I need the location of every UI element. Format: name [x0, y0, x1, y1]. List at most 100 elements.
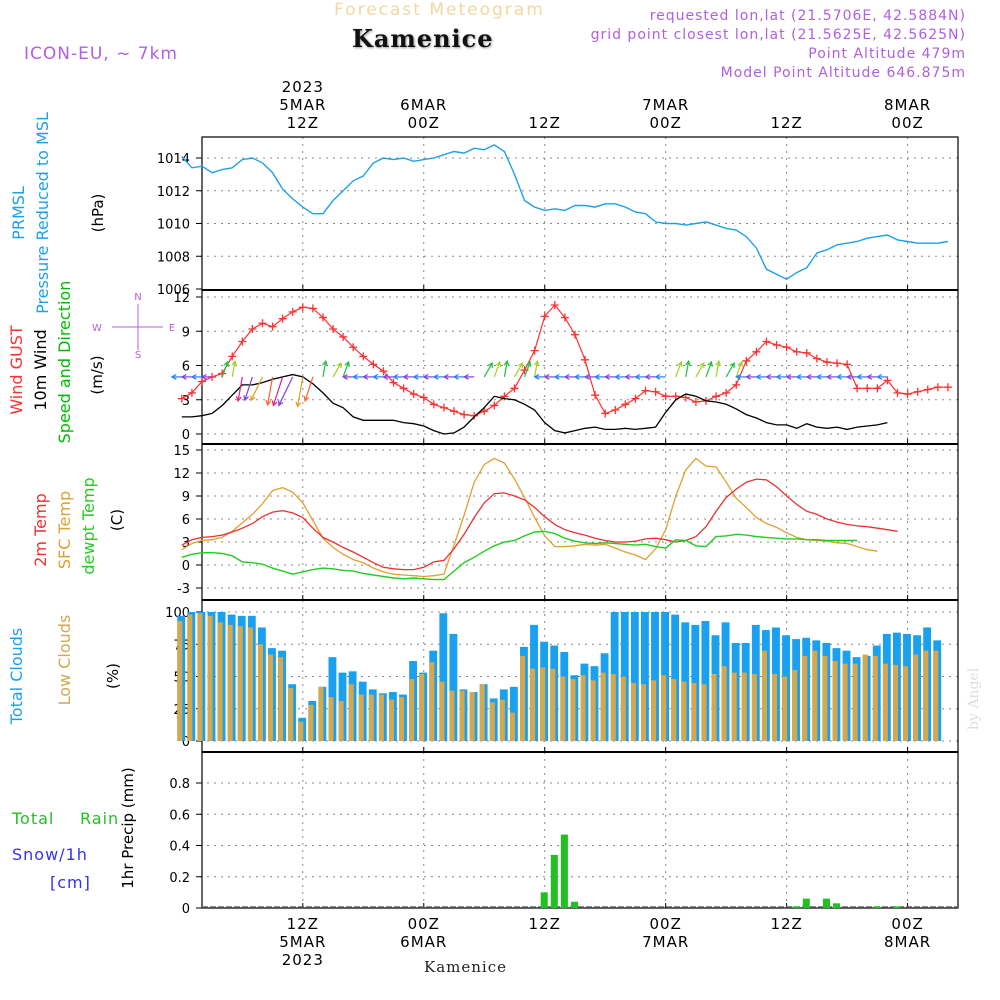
low-cloud-bar	[227, 624, 233, 741]
y-tick-label: 0.2	[169, 871, 190, 886]
gridpoint-lonlat: grid point closest lon,lat (21.5625E, 42…	[590, 27, 966, 43]
wind-unit: (m/s)	[88, 355, 106, 394]
y-tick-label: 12	[173, 467, 190, 482]
low-cloud-bar	[681, 681, 687, 741]
total-cloud-bar	[630, 612, 639, 741]
low-cloud-bar	[620, 676, 626, 741]
low-cloud-bar	[550, 668, 556, 741]
wind-arrow	[695, 362, 705, 378]
gust-point	[641, 386, 650, 395]
low-cloud-bar	[419, 673, 425, 741]
wind-arrow	[685, 361, 690, 378]
meteogram-title: Forecast Meteogram	[334, 0, 545, 20]
low-cloud-bar	[570, 679, 576, 741]
wind-arrow-head	[543, 373, 550, 380]
bottom-time-label: 2023	[282, 951, 324, 969]
low-cloud-bar	[580, 675, 586, 741]
gust-point	[268, 322, 277, 331]
gust-point	[873, 384, 882, 393]
y-tick-label: 15	[173, 444, 190, 459]
wind-direction-arrows	[170, 359, 888, 408]
low-cloud-bar	[499, 699, 505, 741]
low-cloud-bar	[903, 666, 909, 741]
total-cloud-bar	[640, 612, 649, 741]
low-cloud-bar	[328, 697, 334, 741]
rain-bar	[570, 901, 578, 908]
pressure-label-2: Pressure Reduced to MSL	[33, 112, 52, 314]
y-tick-label: 0.4	[169, 840, 190, 855]
low-cloud-bar	[308, 704, 314, 741]
gust-point	[439, 403, 448, 412]
wind-arrow-head	[614, 373, 621, 380]
y-tick-label: 0	[182, 559, 190, 574]
t2m-line	[181, 478, 898, 571]
wind-arrow	[250, 376, 264, 401]
wind-arrow-head	[525, 360, 532, 367]
wind-arrow	[221, 361, 229, 378]
wind-arrow-head	[322, 359, 328, 367]
low-cloud-bar	[509, 712, 515, 741]
bottom-time-label: 00Z	[891, 915, 923, 933]
wind-arrow-head	[707, 360, 713, 367]
total-cloud-bar	[671, 614, 680, 741]
t2m-label: 2m Temp	[31, 493, 50, 567]
low-cloud-bar	[530, 668, 536, 741]
tsfc-label: SFC Temp	[55, 491, 74, 569]
gust-point	[560, 313, 569, 322]
gust-point	[712, 392, 721, 401]
wind-arrow-head	[825, 373, 832, 380]
wind-arrow-head	[835, 373, 842, 380]
wind-arrow-head	[624, 373, 631, 380]
wind-arrow-head	[303, 395, 310, 403]
top-time-label: 00Z	[408, 114, 440, 132]
low-cloud-bar	[792, 670, 798, 741]
low-cloud-bar	[913, 654, 919, 741]
bottom-time-label: 12Z	[529, 915, 561, 933]
gust-point	[510, 384, 519, 393]
wind-arrow-head	[644, 373, 651, 380]
rain-label: Rain	[80, 809, 119, 828]
gust-point	[812, 354, 821, 363]
wind10m-label: 10m Wind	[31, 329, 50, 410]
gust-point	[671, 392, 680, 401]
low-cloud-bar	[298, 721, 304, 741]
wind-arrow-head	[402, 373, 409, 380]
low-cloud-bar	[671, 679, 677, 741]
gust-point	[601, 409, 610, 418]
wind-arrow	[483, 362, 493, 378]
wind-arrow	[296, 376, 304, 407]
wind-arrow	[342, 361, 350, 378]
wind-arrow-head	[737, 360, 744, 367]
gust-point	[581, 355, 590, 364]
location-title: Kamenice	[352, 24, 494, 53]
point-altitude: Point Altitude 479m	[808, 46, 966, 62]
gust-point	[943, 383, 952, 392]
gust-point	[591, 391, 600, 400]
clouds-unit: (%)	[104, 663, 122, 689]
top-time-label: 7MAR	[642, 96, 689, 114]
bottom-time-label: 00Z	[649, 915, 681, 933]
low-cloud-bar	[479, 684, 485, 741]
wind-arrow-head	[593, 373, 600, 380]
wind-arrow-head	[190, 373, 197, 380]
wind-arrow-head	[866, 373, 873, 380]
low-cloud-bar	[701, 684, 707, 741]
wind-arrow	[523, 361, 531, 378]
wind-arrow-head	[382, 373, 389, 380]
rain-bar	[550, 854, 558, 908]
low-cloud-bar	[731, 672, 737, 741]
bottom-time-label: 5MAR	[279, 933, 326, 951]
low-cloud-bar	[268, 654, 274, 741]
y-tick-label: -3	[177, 582, 190, 597]
precip-bars	[202, 834, 958, 908]
wind-arrow-head	[765, 373, 772, 380]
gust-point	[772, 340, 781, 349]
low-cloud-bar	[802, 655, 808, 741]
panel-frame	[201, 289, 959, 445]
wind-arrow-head	[344, 360, 350, 367]
wind-arrow-head	[517, 361, 524, 369]
low-cloud-bar	[741, 672, 747, 741]
gust-point	[762, 337, 771, 346]
